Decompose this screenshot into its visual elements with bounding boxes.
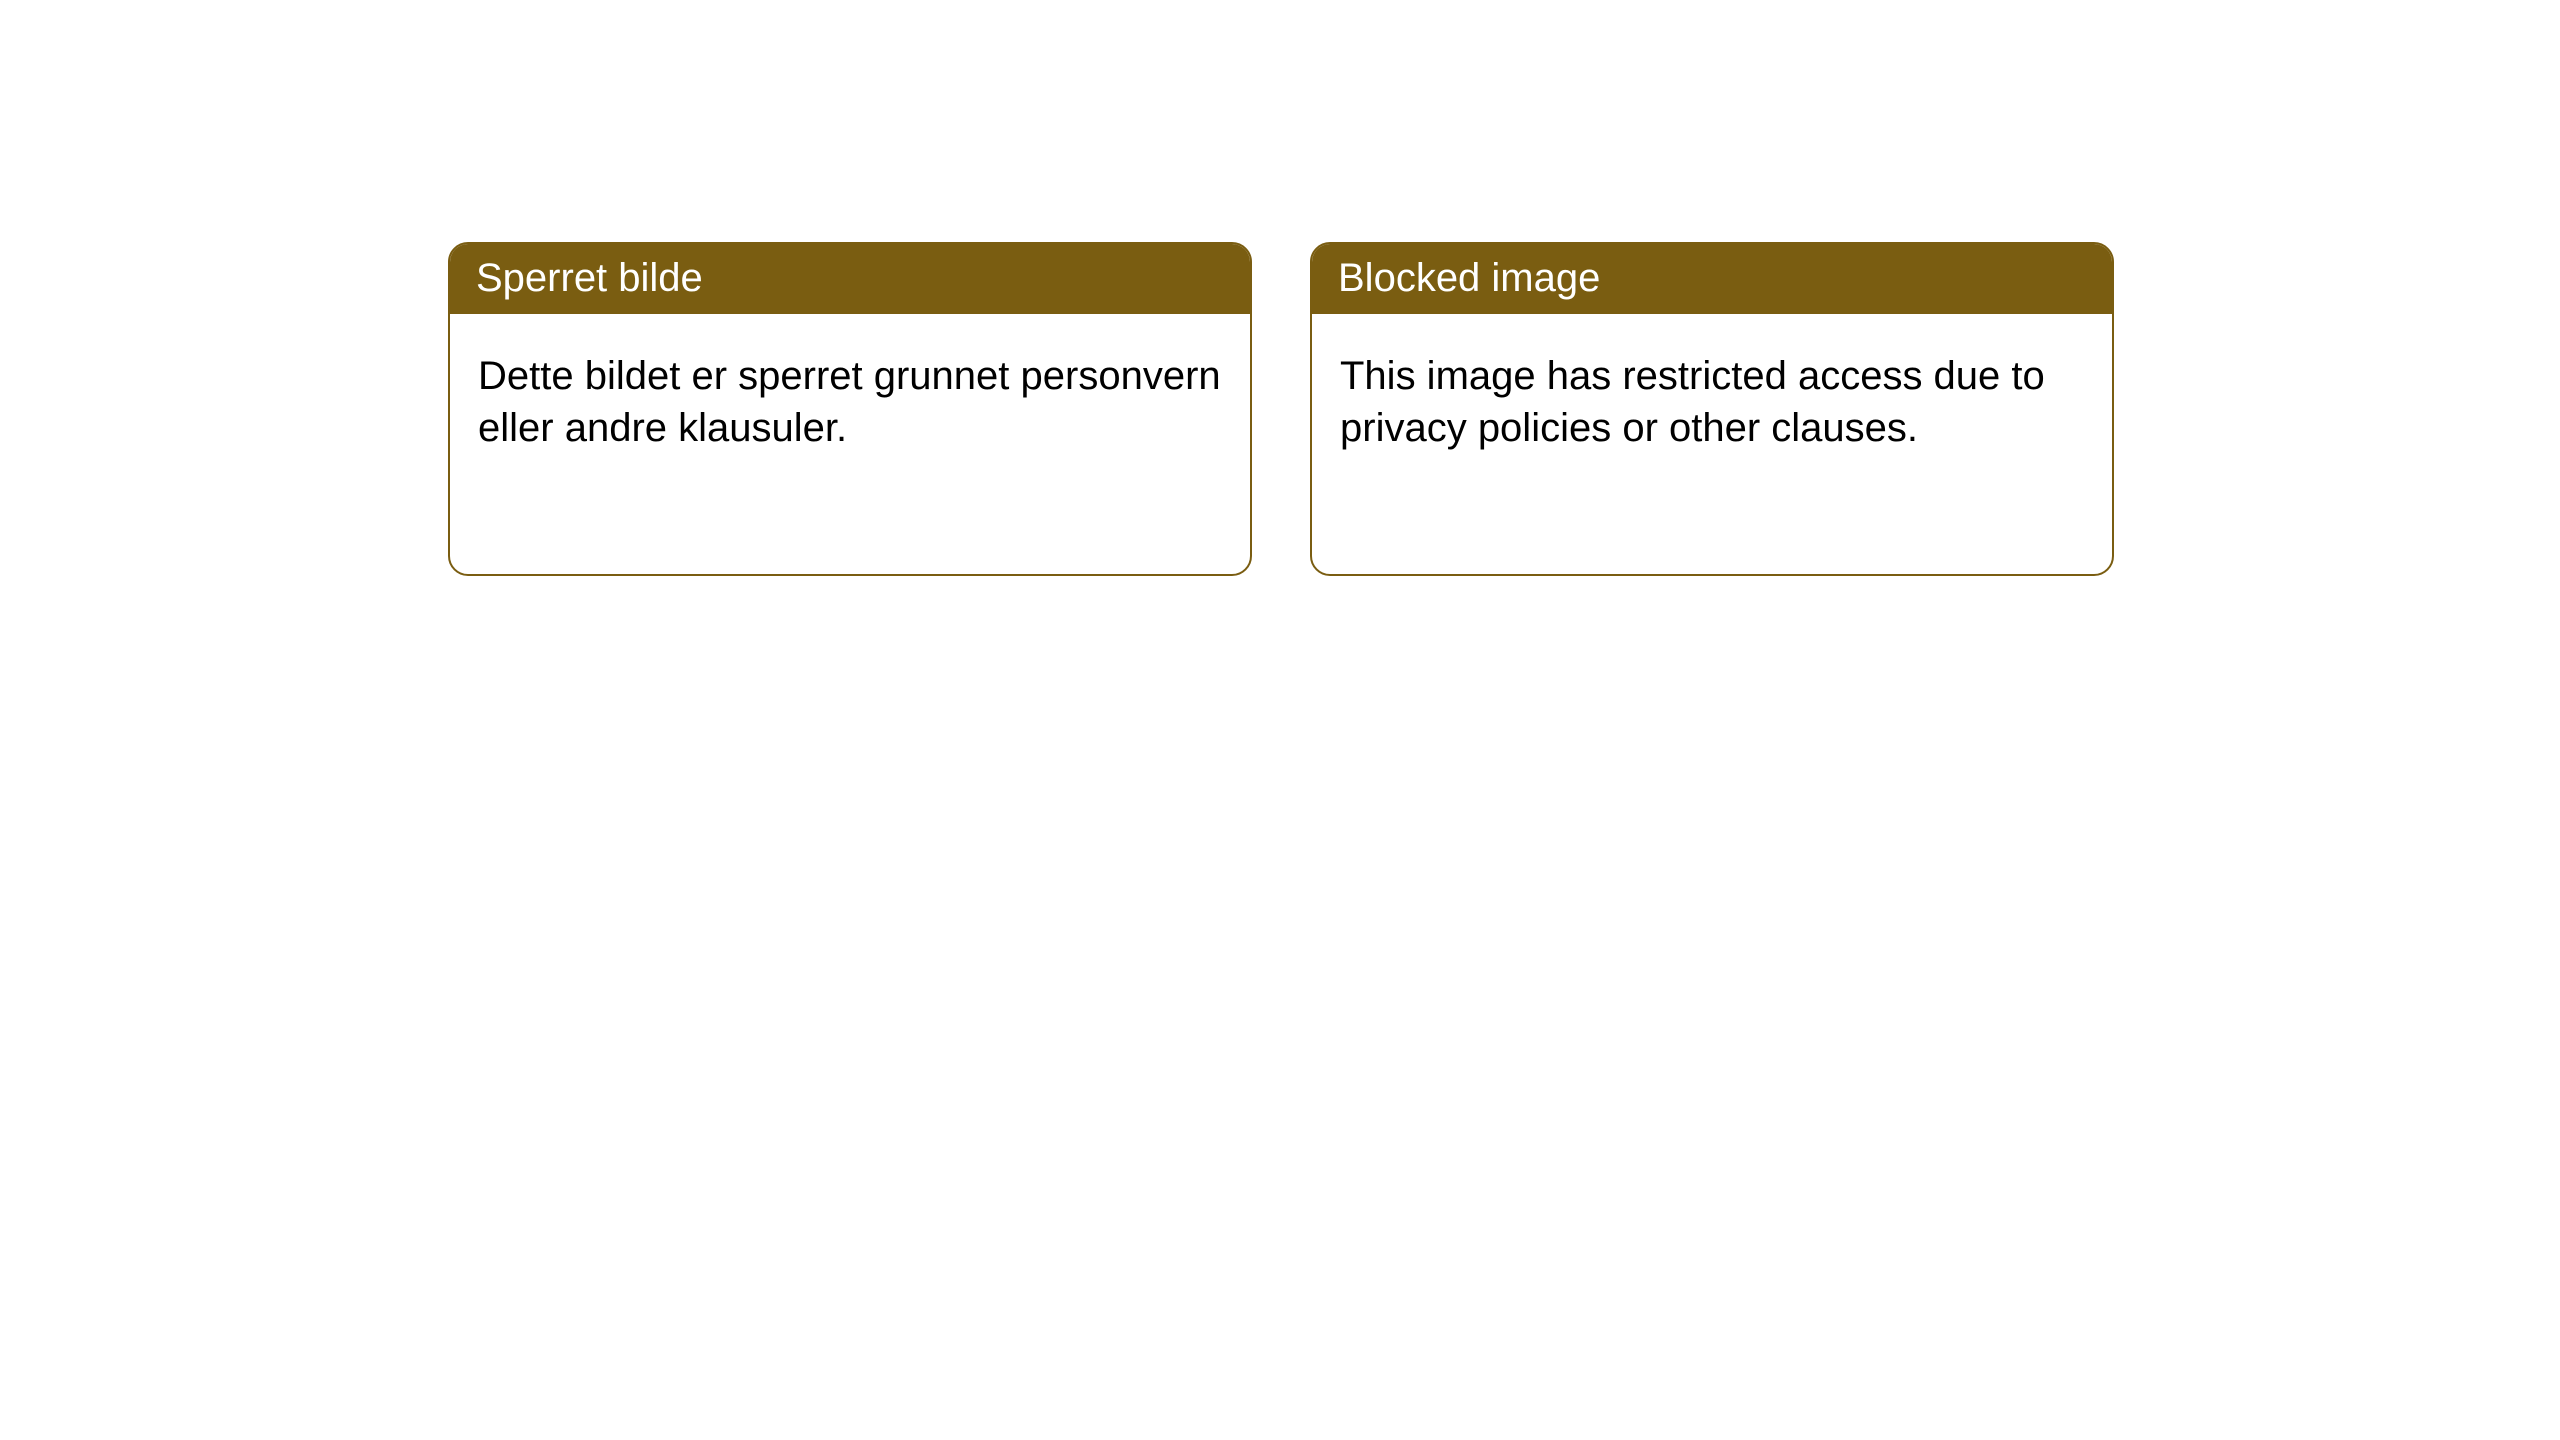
card-header: Sperret bilde [450, 244, 1250, 314]
blocked-image-card-en: Blocked image This image has restricted … [1310, 242, 2114, 576]
card-body: Dette bildet er sperret grunnet personve… [450, 314, 1250, 574]
card-body: This image has restricted access due to … [1312, 314, 2112, 574]
card-header: Blocked image [1312, 244, 2112, 314]
card-message: This image has restricted access due to … [1340, 354, 2045, 450]
blocked-image-card-no: Sperret bilde Dette bildet er sperret gr… [448, 242, 1252, 576]
card-title: Sperret bilde [476, 256, 703, 300]
card-message: Dette bildet er sperret grunnet personve… [478, 354, 1221, 450]
cards-container: Sperret bilde Dette bildet er sperret gr… [0, 0, 2560, 576]
card-title: Blocked image [1338, 256, 1600, 300]
